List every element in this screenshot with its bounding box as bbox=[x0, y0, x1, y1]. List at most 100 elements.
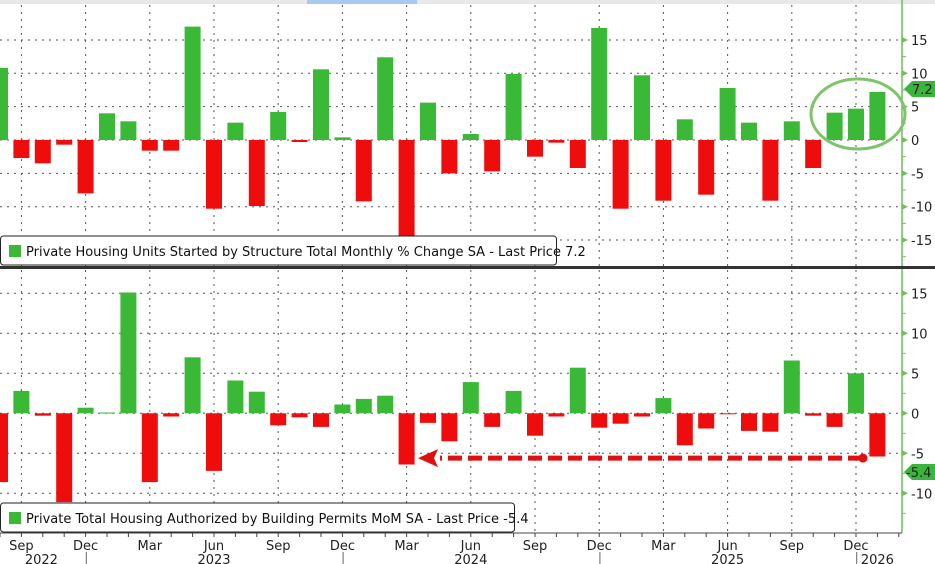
bar bbox=[462, 382, 479, 414]
y-tick-label: 15 bbox=[911, 34, 928, 49]
y-tick-label: -5 bbox=[911, 447, 924, 462]
bar bbox=[56, 413, 73, 503]
bar bbox=[441, 413, 458, 442]
arrow-origin-dot bbox=[858, 453, 868, 463]
bar bbox=[462, 133, 479, 140]
bar bbox=[634, 75, 650, 140]
toolbar-button-active bbox=[307, 0, 417, 4]
bar bbox=[869, 91, 886, 140]
bar bbox=[655, 140, 672, 201]
arrow-head-icon bbox=[418, 449, 438, 468]
bar bbox=[34, 140, 51, 164]
bar bbox=[505, 73, 522, 140]
bar bbox=[99, 412, 115, 414]
bar bbox=[548, 413, 565, 417]
bar bbox=[377, 395, 394, 414]
x-year-label: 2026 bbox=[861, 553, 894, 564]
bar bbox=[783, 360, 800, 414]
y-tick-marker bbox=[902, 70, 908, 77]
bar bbox=[206, 413, 222, 471]
bar bbox=[783, 121, 800, 140]
bar bbox=[163, 140, 180, 151]
x-year-label: 2024 bbox=[454, 553, 487, 564]
bar bbox=[141, 413, 158, 483]
bar bbox=[206, 140, 222, 209]
bar bbox=[527, 140, 543, 157]
x-month-label: Jun bbox=[716, 539, 737, 554]
last-price-tag-label: -5.4 bbox=[906, 466, 931, 481]
bar bbox=[291, 140, 308, 143]
bar bbox=[313, 69, 329, 140]
bar bbox=[99, 113, 115, 140]
bar bbox=[184, 357, 201, 414]
legend-box bbox=[0, 235, 557, 266]
x-year-label: 2025 bbox=[711, 553, 744, 564]
bar bbox=[334, 404, 351, 414]
last-price-tag bbox=[904, 81, 935, 97]
y-tick-label: 15 bbox=[911, 287, 928, 302]
y-tick-marker bbox=[902, 450, 908, 457]
x-month-label: Dec bbox=[587, 539, 612, 554]
x-month-label: Jun bbox=[460, 539, 481, 554]
panel-building-permits: -5.4 15 10 5 0 -5 -10 Private Total Housing Aut… bbox=[0, 265, 935, 533]
bar bbox=[569, 367, 586, 414]
bar bbox=[698, 413, 715, 429]
bar bbox=[398, 413, 415, 465]
bar bbox=[484, 413, 501, 427]
bar bbox=[270, 413, 287, 426]
bar bbox=[184, 26, 201, 140]
legend-swatch bbox=[9, 245, 21, 257]
x-month-label: Sep bbox=[780, 539, 805, 554]
y-tick-marker bbox=[902, 36, 908, 43]
bar bbox=[505, 390, 522, 414]
bar bbox=[869, 413, 886, 457]
bar bbox=[741, 413, 757, 431]
bar bbox=[291, 413, 308, 418]
bar bbox=[420, 102, 436, 140]
last-price-tag bbox=[904, 464, 935, 480]
bar bbox=[826, 413, 843, 427]
x-month-label: Mar bbox=[651, 539, 676, 554]
x-month-label: Mar bbox=[394, 539, 419, 554]
x-month-label: Sep bbox=[523, 539, 548, 554]
bar bbox=[762, 140, 779, 201]
x-month-label: Sep bbox=[9, 539, 34, 554]
bar bbox=[56, 140, 73, 145]
bar bbox=[741, 122, 757, 140]
bar bbox=[377, 57, 394, 140]
y-tick-label: -5 bbox=[911, 167, 924, 182]
x-month-label: Sep bbox=[266, 539, 291, 554]
bar bbox=[355, 398, 372, 414]
bar bbox=[0, 67, 8, 140]
bar bbox=[313, 413, 329, 427]
bar bbox=[548, 140, 565, 143]
bar bbox=[634, 413, 650, 417]
y-tick-label: 0 bbox=[911, 407, 919, 422]
x-month-label: Dec bbox=[330, 539, 355, 554]
bar bbox=[484, 140, 501, 172]
last-price-tag-label: 7.2 bbox=[912, 83, 933, 98]
legend-box bbox=[0, 502, 515, 533]
bar bbox=[719, 413, 736, 415]
y-tick-label: -15 bbox=[911, 234, 932, 249]
y-tick-marker bbox=[902, 370, 908, 377]
bar bbox=[77, 140, 94, 194]
y-tick-marker bbox=[902, 410, 908, 417]
bar bbox=[762, 413, 779, 432]
bar bbox=[0, 413, 8, 483]
bar bbox=[676, 413, 693, 446]
bar bbox=[826, 112, 843, 140]
y-tick-label: 5 bbox=[911, 367, 919, 382]
x-year-label: 2022 bbox=[25, 553, 58, 564]
y-tick-label: 0 bbox=[911, 134, 919, 149]
bar bbox=[569, 140, 586, 169]
bar bbox=[13, 390, 30, 414]
x-month-label: Mar bbox=[138, 539, 163, 554]
y-tick-label: -10 bbox=[911, 201, 932, 216]
y-tick-label: 5 bbox=[911, 101, 919, 116]
bar bbox=[227, 122, 244, 140]
y-tick-marker bbox=[902, 170, 908, 177]
highlight-circle bbox=[809, 77, 907, 151]
bar bbox=[334, 137, 351, 140]
